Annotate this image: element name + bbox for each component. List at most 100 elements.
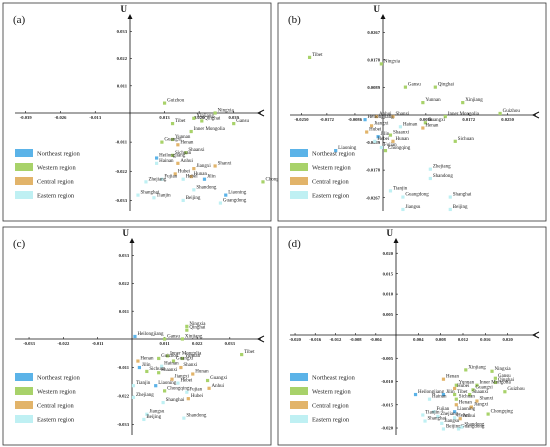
point-marker[interactable] <box>182 416 186 420</box>
point-marker[interactable] <box>200 119 204 123</box>
point-marker[interactable] <box>441 392 446 397</box>
point-marker[interactable] <box>192 116 196 120</box>
point-marker[interactable] <box>160 364 164 368</box>
data-point[interactable]: Guangdong <box>456 424 485 431</box>
data-point[interactable]: Guangxi <box>471 385 493 392</box>
point-marker[interactable] <box>423 121 427 125</box>
point-marker[interactable] <box>388 133 393 137</box>
point-marker[interactable] <box>471 388 475 392</box>
data-point[interactable]: Guangxi <box>171 357 194 363</box>
data-point[interactable]: Ningxia <box>185 322 206 328</box>
data-point[interactable]: Shaanxi <box>468 390 489 397</box>
data-point[interactable]: Henan <box>441 375 460 381</box>
data-point[interactable]: Anhui <box>176 159 193 165</box>
data-point[interactable]: Hubei <box>453 384 470 391</box>
point-marker[interactable] <box>423 419 427 423</box>
data-point[interactable]: Jiangxi <box>170 375 190 381</box>
data-point[interactable]: Ningxia <box>379 59 401 66</box>
point-marker[interactable] <box>453 410 457 414</box>
point-marker[interactable] <box>448 207 452 212</box>
data-point[interactable]: Hunan <box>189 172 208 179</box>
point-marker[interactable] <box>503 390 507 394</box>
point-marker[interactable] <box>363 118 367 122</box>
data-point[interactable]: Xinjiang <box>461 98 483 105</box>
point-marker[interactable] <box>157 356 161 361</box>
data-point[interactable]: Henan <box>136 357 154 363</box>
data-point[interactable]: Tianjin <box>421 411 440 417</box>
data-point[interactable]: Hubei <box>186 394 204 401</box>
point-marker[interactable] <box>145 369 149 374</box>
point-marker[interactable] <box>475 399 479 403</box>
data-point[interactable]: Tibet <box>170 119 186 126</box>
data-point[interactable]: Inner Mongolia <box>443 112 480 119</box>
data-point[interactable]: Shandong <box>182 414 207 420</box>
data-point[interactable]: Shandong <box>460 423 485 429</box>
data-point[interactable]: Shaanxi <box>157 368 178 375</box>
point-marker[interactable] <box>468 392 472 397</box>
data-point[interactable]: Fujian <box>432 407 450 414</box>
data-point[interactable]: Hunan <box>191 370 209 376</box>
point-marker[interactable] <box>218 201 223 205</box>
data-point[interactable]: Hainan <box>427 395 447 401</box>
point-marker[interactable] <box>421 101 425 105</box>
point-marker[interactable] <box>440 421 444 425</box>
point-marker[interactable] <box>207 386 211 390</box>
data-point[interactable]: Shanghai <box>136 191 160 197</box>
data-point[interactable]: Beijing <box>441 424 461 431</box>
point-marker[interactable] <box>142 417 146 422</box>
point-marker[interactable] <box>307 55 312 59</box>
data-point[interactable]: Ningxia <box>213 109 235 115</box>
point-marker[interactable] <box>460 425 464 429</box>
data-point[interactable]: Yunnan <box>454 381 475 387</box>
data-point[interactable]: Tibet <box>453 390 468 397</box>
point-marker[interactable] <box>131 384 136 388</box>
point-marker[interactable] <box>137 365 142 370</box>
data-point[interactable]: Guizhou <box>157 354 179 361</box>
data-point[interactable]: Yunnan <box>170 135 191 142</box>
data-point[interactable]: Zhejiang <box>131 393 154 399</box>
point-marker[interactable] <box>421 413 425 417</box>
point-marker[interactable] <box>176 161 180 165</box>
point-marker[interactable] <box>176 381 180 385</box>
data-point[interactable]: Tibet <box>240 350 255 357</box>
point-marker[interactable] <box>170 377 174 381</box>
data-point[interactable]: Chongqing <box>261 177 288 184</box>
data-point[interactable]: Qinghai <box>200 116 221 123</box>
point-marker[interactable] <box>186 397 190 401</box>
point-marker[interactable] <box>441 377 446 381</box>
data-point[interactable]: Chongqing <box>163 386 190 393</box>
data-point[interactable]: Yunnan <box>421 98 441 105</box>
point-marker[interactable] <box>192 188 196 192</box>
data-point[interactable]: Fujian <box>379 143 397 150</box>
point-marker[interactable] <box>173 172 177 176</box>
data-point[interactable]: Shanghai <box>423 417 447 423</box>
point-marker[interactable] <box>165 354 170 358</box>
data-point[interactable]: Zhejiang <box>144 177 167 184</box>
point-marker[interactable] <box>373 139 377 143</box>
data-point[interactable]: Guangdong <box>218 199 247 205</box>
data-point[interactable]: Ningxia <box>490 367 511 373</box>
data-point[interactable]: Jiangsu <box>401 205 421 212</box>
point-marker[interactable] <box>189 174 193 179</box>
point-marker[interactable] <box>224 193 228 197</box>
data-point[interactable]: Guizhou <box>162 99 185 105</box>
data-point[interactable]: Guizhou <box>498 109 521 116</box>
data-point[interactable]: Henan <box>454 400 473 407</box>
point-marker[interactable] <box>154 384 158 388</box>
data-point[interactable]: Shanghai <box>161 398 185 405</box>
point-marker[interactable] <box>453 386 457 391</box>
data-point[interactable]: Hebei <box>181 175 199 181</box>
point-marker[interactable] <box>365 130 369 134</box>
data-point[interactable]: Shanxi <box>179 363 198 370</box>
data-point[interactable]: Sichuan <box>454 395 476 401</box>
data-point[interactable]: Hunan <box>391 137 409 143</box>
point-marker[interactable] <box>176 143 180 147</box>
data-point[interactable]: Beijing <box>142 415 162 422</box>
point-marker[interactable] <box>453 416 457 420</box>
data-point[interactable]: Guangxi <box>423 118 446 125</box>
data-point[interactable]: Chongqing <box>486 410 514 416</box>
data-point[interactable]: Hubei <box>365 128 382 134</box>
data-point[interactable]: Jiangxi <box>192 164 211 171</box>
data-point[interactable]: Hebei <box>176 379 193 385</box>
point-marker[interactable] <box>379 62 383 66</box>
